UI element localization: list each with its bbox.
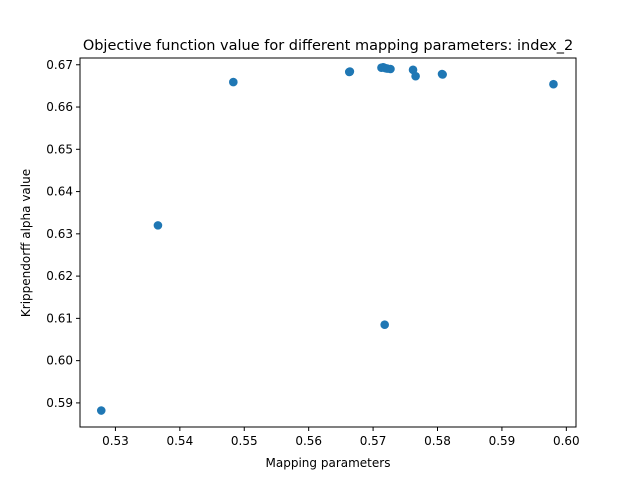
x-axis-label: Mapping parameters: [266, 456, 391, 470]
y-tick-label: 0.67: [46, 58, 73, 72]
x-tick-label: 0.54: [166, 434, 193, 448]
y-tick-label: 0.61: [46, 311, 73, 325]
y-axis-label: Krippendorff alpha value: [19, 169, 33, 317]
x-tick-label: 0.56: [295, 434, 322, 448]
axis-ticks: 0.53 0.54 0.55 0.56 0.57 0.58 0.59 0.60 0.59 0.60…: [46, 58, 579, 448]
plot-area-frame: [79, 57, 577, 428]
data-point: [96, 406, 106, 415]
y-tick-label: 0.64: [46, 185, 73, 199]
data-point: [386, 64, 395, 74]
x-tick-label: 0.58: [424, 434, 451, 448]
y-tick-label: 0.59: [46, 396, 73, 410]
y-tick-label: 0.63: [46, 227, 73, 241]
data-point: [549, 79, 558, 89]
data-points: [96, 62, 558, 415]
data-point: [438, 70, 447, 79]
y-tick-label: 0.66: [46, 100, 73, 114]
x-tick-label: 0.57: [360, 434, 387, 448]
data-point: [229, 77, 238, 87]
data-point: [380, 320, 389, 330]
x-tick-label: 0.53: [102, 434, 129, 448]
x-tick-label: 0.55: [231, 434, 258, 448]
data-point: [411, 71, 420, 81]
y-tick-label: 0.62: [46, 269, 73, 283]
chart-title: Objective function value for different m…: [83, 38, 573, 54]
y-tick-label: 0.65: [46, 142, 73, 156]
x-tick-label: 0.60: [553, 434, 580, 448]
data-point: [345, 67, 355, 76]
data-point: [153, 221, 163, 230]
x-tick-label: 0.59: [489, 434, 516, 448]
y-tick-label: 0.60: [46, 354, 73, 368]
